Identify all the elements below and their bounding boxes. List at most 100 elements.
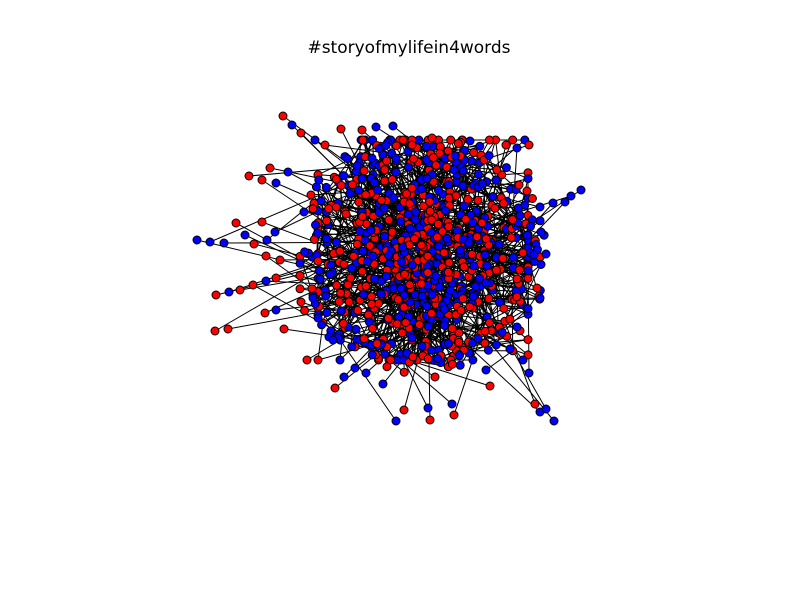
graph-node-blue (442, 233, 452, 243)
graph-node-blue (478, 179, 488, 189)
graph-node-red (354, 197, 364, 207)
graph-node-red (393, 295, 403, 304)
graph-node-red (425, 206, 435, 216)
graph-node-blue (417, 341, 427, 351)
graph-node-blue (468, 355, 478, 365)
graph-node-blue (535, 202, 545, 212)
graph-node-red (515, 265, 525, 275)
graph-node-blue (541, 404, 551, 414)
graph-node-blue (491, 175, 501, 185)
graph-node-red (296, 128, 306, 138)
graph-node-blue (524, 368, 534, 378)
graph-node-red (463, 194, 473, 204)
graph-node-blue (455, 360, 465, 370)
graph-node-red (361, 190, 371, 200)
graph-node-blue (379, 203, 389, 213)
graph-node-blue (407, 260, 417, 270)
graph-node-red (414, 320, 424, 330)
graph-node-red (210, 326, 220, 336)
graph-node-red (358, 135, 368, 145)
graph-node-blue (518, 355, 528, 365)
graph-edge (227, 294, 416, 330)
graph-node-blue (389, 193, 399, 203)
graph-node-red (295, 284, 305, 294)
graph-node-blue (523, 266, 533, 276)
graph-node-red (443, 267, 453, 277)
graph-node-blue (494, 239, 504, 249)
graph-node-blue (352, 161, 362, 171)
graph-node-red (416, 240, 426, 250)
graph-node-blue (391, 416, 401, 426)
graph-node-red (372, 339, 382, 349)
graph-node-red (358, 212, 367, 221)
graph-node-red (498, 253, 508, 263)
graph-node-red (492, 165, 502, 175)
graph-node-red (459, 262, 469, 272)
graph-node-red (428, 153, 438, 162)
graph-node-red (407, 183, 417, 193)
graph-node-red (419, 201, 429, 211)
graph-node-red (244, 171, 254, 181)
graph-node-blue (310, 135, 320, 145)
graph-node-red (444, 193, 454, 203)
graph-node-red (248, 280, 258, 290)
graph-node-blue (347, 342, 357, 352)
graph-node-blue (422, 174, 432, 184)
graph-node-blue (501, 163, 511, 173)
figure-title: #storyofmylifein4words (307, 38, 510, 58)
graph-node-red (336, 180, 346, 190)
graph-node-red (410, 234, 419, 244)
graph-node-blue (529, 250, 539, 260)
graph-node-red (499, 198, 509, 208)
graph-node-blue (434, 282, 444, 292)
graph-node-red (454, 337, 464, 347)
graph-node-blue (336, 306, 346, 316)
graph-edge (214, 237, 376, 332)
graph-node-blue (345, 188, 355, 198)
graph-edge (239, 261, 410, 291)
graph-node-red (423, 268, 433, 278)
graph-node-red (387, 175, 397, 184)
graph-node-blue (308, 293, 318, 303)
graph-node-blue (468, 218, 478, 228)
graph-node-blue (205, 237, 215, 247)
graph-node-red (399, 302, 409, 312)
graph-node-blue (505, 344, 515, 354)
graph-node-blue (378, 379, 388, 389)
graph-node-blue (512, 143, 522, 153)
graph-node-red (449, 410, 459, 420)
graph-node-red (330, 383, 340, 393)
graph-node-red (398, 135, 408, 145)
graph-edge (403, 359, 429, 409)
graph-node-blue (357, 174, 367, 184)
graph-node-red (523, 335, 533, 345)
graph-edge (303, 211, 360, 223)
graph-node-blue (576, 185, 586, 195)
graph-node-red (278, 111, 288, 121)
graph-node-blue (439, 304, 449, 314)
graph-node-red (499, 304, 509, 313)
graph-node-red (339, 259, 349, 269)
graph-node-red (368, 324, 377, 333)
graph-edge (235, 222, 331, 275)
graph-edge (463, 238, 520, 281)
graph-node-red (438, 227, 447, 236)
graph-node-red (490, 203, 500, 213)
graph-node-blue (423, 403, 433, 413)
graph-node-blue (300, 247, 310, 257)
graph-node-blue (361, 368, 371, 378)
graph-node-blue (388, 121, 398, 131)
graph-node-red (306, 190, 316, 200)
graph-node-red (484, 318, 494, 328)
graph-node-blue (508, 253, 518, 262)
graph-edge (310, 194, 390, 257)
graph-node-blue (315, 274, 325, 284)
graph-node-red (501, 140, 511, 150)
graph-edge (520, 264, 542, 305)
graph-node-blue (535, 293, 545, 303)
graph-node-blue (325, 269, 335, 279)
graph-node-blue (299, 207, 309, 217)
graph-node-blue (566, 191, 576, 201)
graph-edge (339, 339, 397, 422)
